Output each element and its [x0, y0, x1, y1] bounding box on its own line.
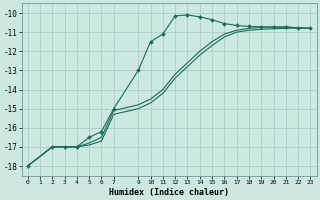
X-axis label: Humidex (Indice chaleur): Humidex (Indice chaleur) [109, 188, 229, 197]
